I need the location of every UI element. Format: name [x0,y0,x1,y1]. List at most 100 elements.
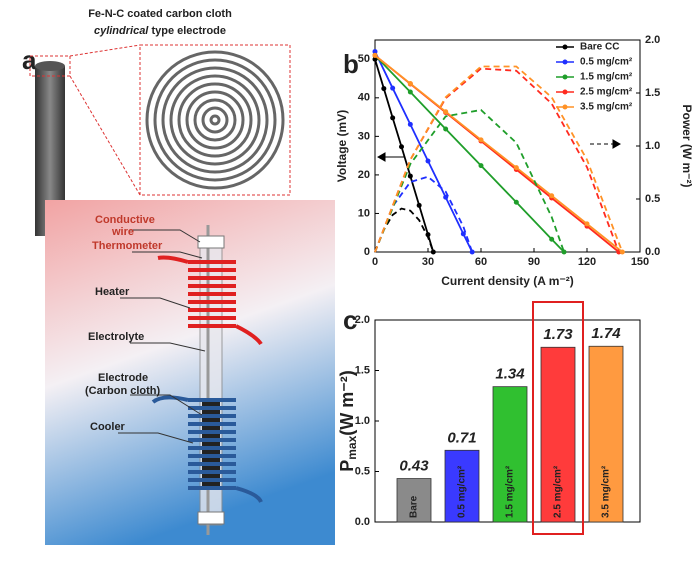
y-tick-label: 20 [358,169,370,181]
x-tick-label: 150 [631,256,649,268]
y-axis-label: Pmax(W m⁻²) [337,370,359,472]
data-point [372,56,378,62]
value-label: 1.73 [543,326,573,343]
title-italic: cylindrical [94,25,149,37]
value-label: 1.34 [495,366,525,383]
data-point [513,165,519,171]
y-axis-label-unit: (W m⁻²) [337,370,357,435]
power-curve [374,65,624,253]
axis-arrows [376,139,622,162]
category-label: 3.5 mg/cm² [601,465,612,518]
data-point [407,89,413,95]
data-point [407,121,413,127]
data-point [443,126,449,132]
diagram-label: Electrode [98,372,148,384]
bar [444,449,480,523]
power-curve [374,108,565,253]
data-point [549,236,555,242]
x-tick-label: 90 [528,256,540,268]
y-tick-label: 0 [364,246,370,258]
y-tick-label: 0.0 [355,516,370,528]
y2-tick-label: 0.5 [645,193,660,205]
data-point [416,202,422,208]
y-tick-label: 50 [358,53,370,65]
y2-tick-label: 0.0 [645,246,660,258]
setup-diagram [45,200,335,545]
data-point [372,49,378,55]
y-tick-label: 2.0 [355,314,370,326]
legend-marker [562,44,568,50]
bar [396,478,432,523]
value-label: 1.74 [591,325,621,342]
diagram-label: Thermometer [92,240,163,252]
y2-tick-label: 2.0 [645,34,660,46]
y2-tick-label: 1.5 [645,87,660,99]
data-point [478,163,484,169]
y-tick-label: 1.5 [355,364,370,376]
bar [588,345,624,523]
data-point [443,109,449,115]
panel-letter: c [343,305,357,335]
bar [492,386,528,523]
power-curve [374,207,435,253]
voltage-line [374,54,623,253]
data-point [407,173,413,179]
legend-label: Bare CC [580,42,619,53]
title-line: Fe-N-C coated carbon cloth [88,8,232,20]
x-tick-label: 60 [475,256,487,268]
voltage-line [374,59,435,253]
legend-marker [562,104,568,110]
data-point [407,81,413,87]
diagram-label: wire [111,226,134,238]
diagram-label: (Carbon cloth) [85,385,160,397]
y-tick-label: 40 [358,92,370,104]
data-point [425,158,431,164]
diagram-label: Conductive [95,214,155,226]
x-axis-label: Current density (A m⁻²) [441,274,574,288]
data-point [399,144,404,150]
data-point [430,249,436,255]
value-label: 0.43 [399,458,429,475]
y-tick-label: 30 [358,130,370,142]
x-tick-label: 30 [422,256,434,268]
x-tick-label: 0 [372,256,378,268]
data-point [561,249,567,255]
y-tick-label: 10 [358,207,370,219]
x-tick-label: 120 [578,256,596,268]
y-axis-label-sub: max [345,435,359,459]
diagram-label: Electrolyte [88,331,144,343]
category-label: 0.5 mg/cm² [457,465,468,518]
y-tick-label: 0.5 [355,465,370,477]
bar [540,346,576,523]
data-point [372,52,378,58]
legend-label: 0.5 mg/cm² [580,57,633,68]
title-rest: type electrode [151,25,226,37]
title-line: cylindrical type electrode [94,25,226,37]
legend-label: 1.5 mg/cm² [580,72,633,83]
y2-tick-label: 1.0 [645,140,660,152]
y-axis-label-main: P [337,460,357,472]
y2-axis-label: Power (W m⁻²) [680,105,694,188]
data-point [390,85,396,91]
value-label: 0.71 [447,429,476,446]
category-label: 1.5 mg/cm² [505,465,516,518]
legend-label: 3.5 mg/cm² [580,102,633,113]
legend-marker [562,89,568,95]
category-label: Bare [409,495,420,518]
legend-marker [562,59,568,65]
data-point [478,137,484,143]
diagram-label: Cooler [90,421,126,433]
y-tick-label: 1.0 [355,415,370,427]
data-point [513,199,519,205]
data-point [381,86,387,92]
y-axis-label: Voltage (mV) [335,110,349,182]
data-point [549,193,555,199]
legend-label: 2.5 mg/cm² [580,87,633,98]
panel-letter: b [343,49,359,79]
highlight-box [532,301,584,535]
data-point [390,115,396,121]
diagram-label: Heater [95,286,130,298]
legend-marker [562,74,568,80]
category-label: 2.5 mg/cm² [553,465,564,518]
